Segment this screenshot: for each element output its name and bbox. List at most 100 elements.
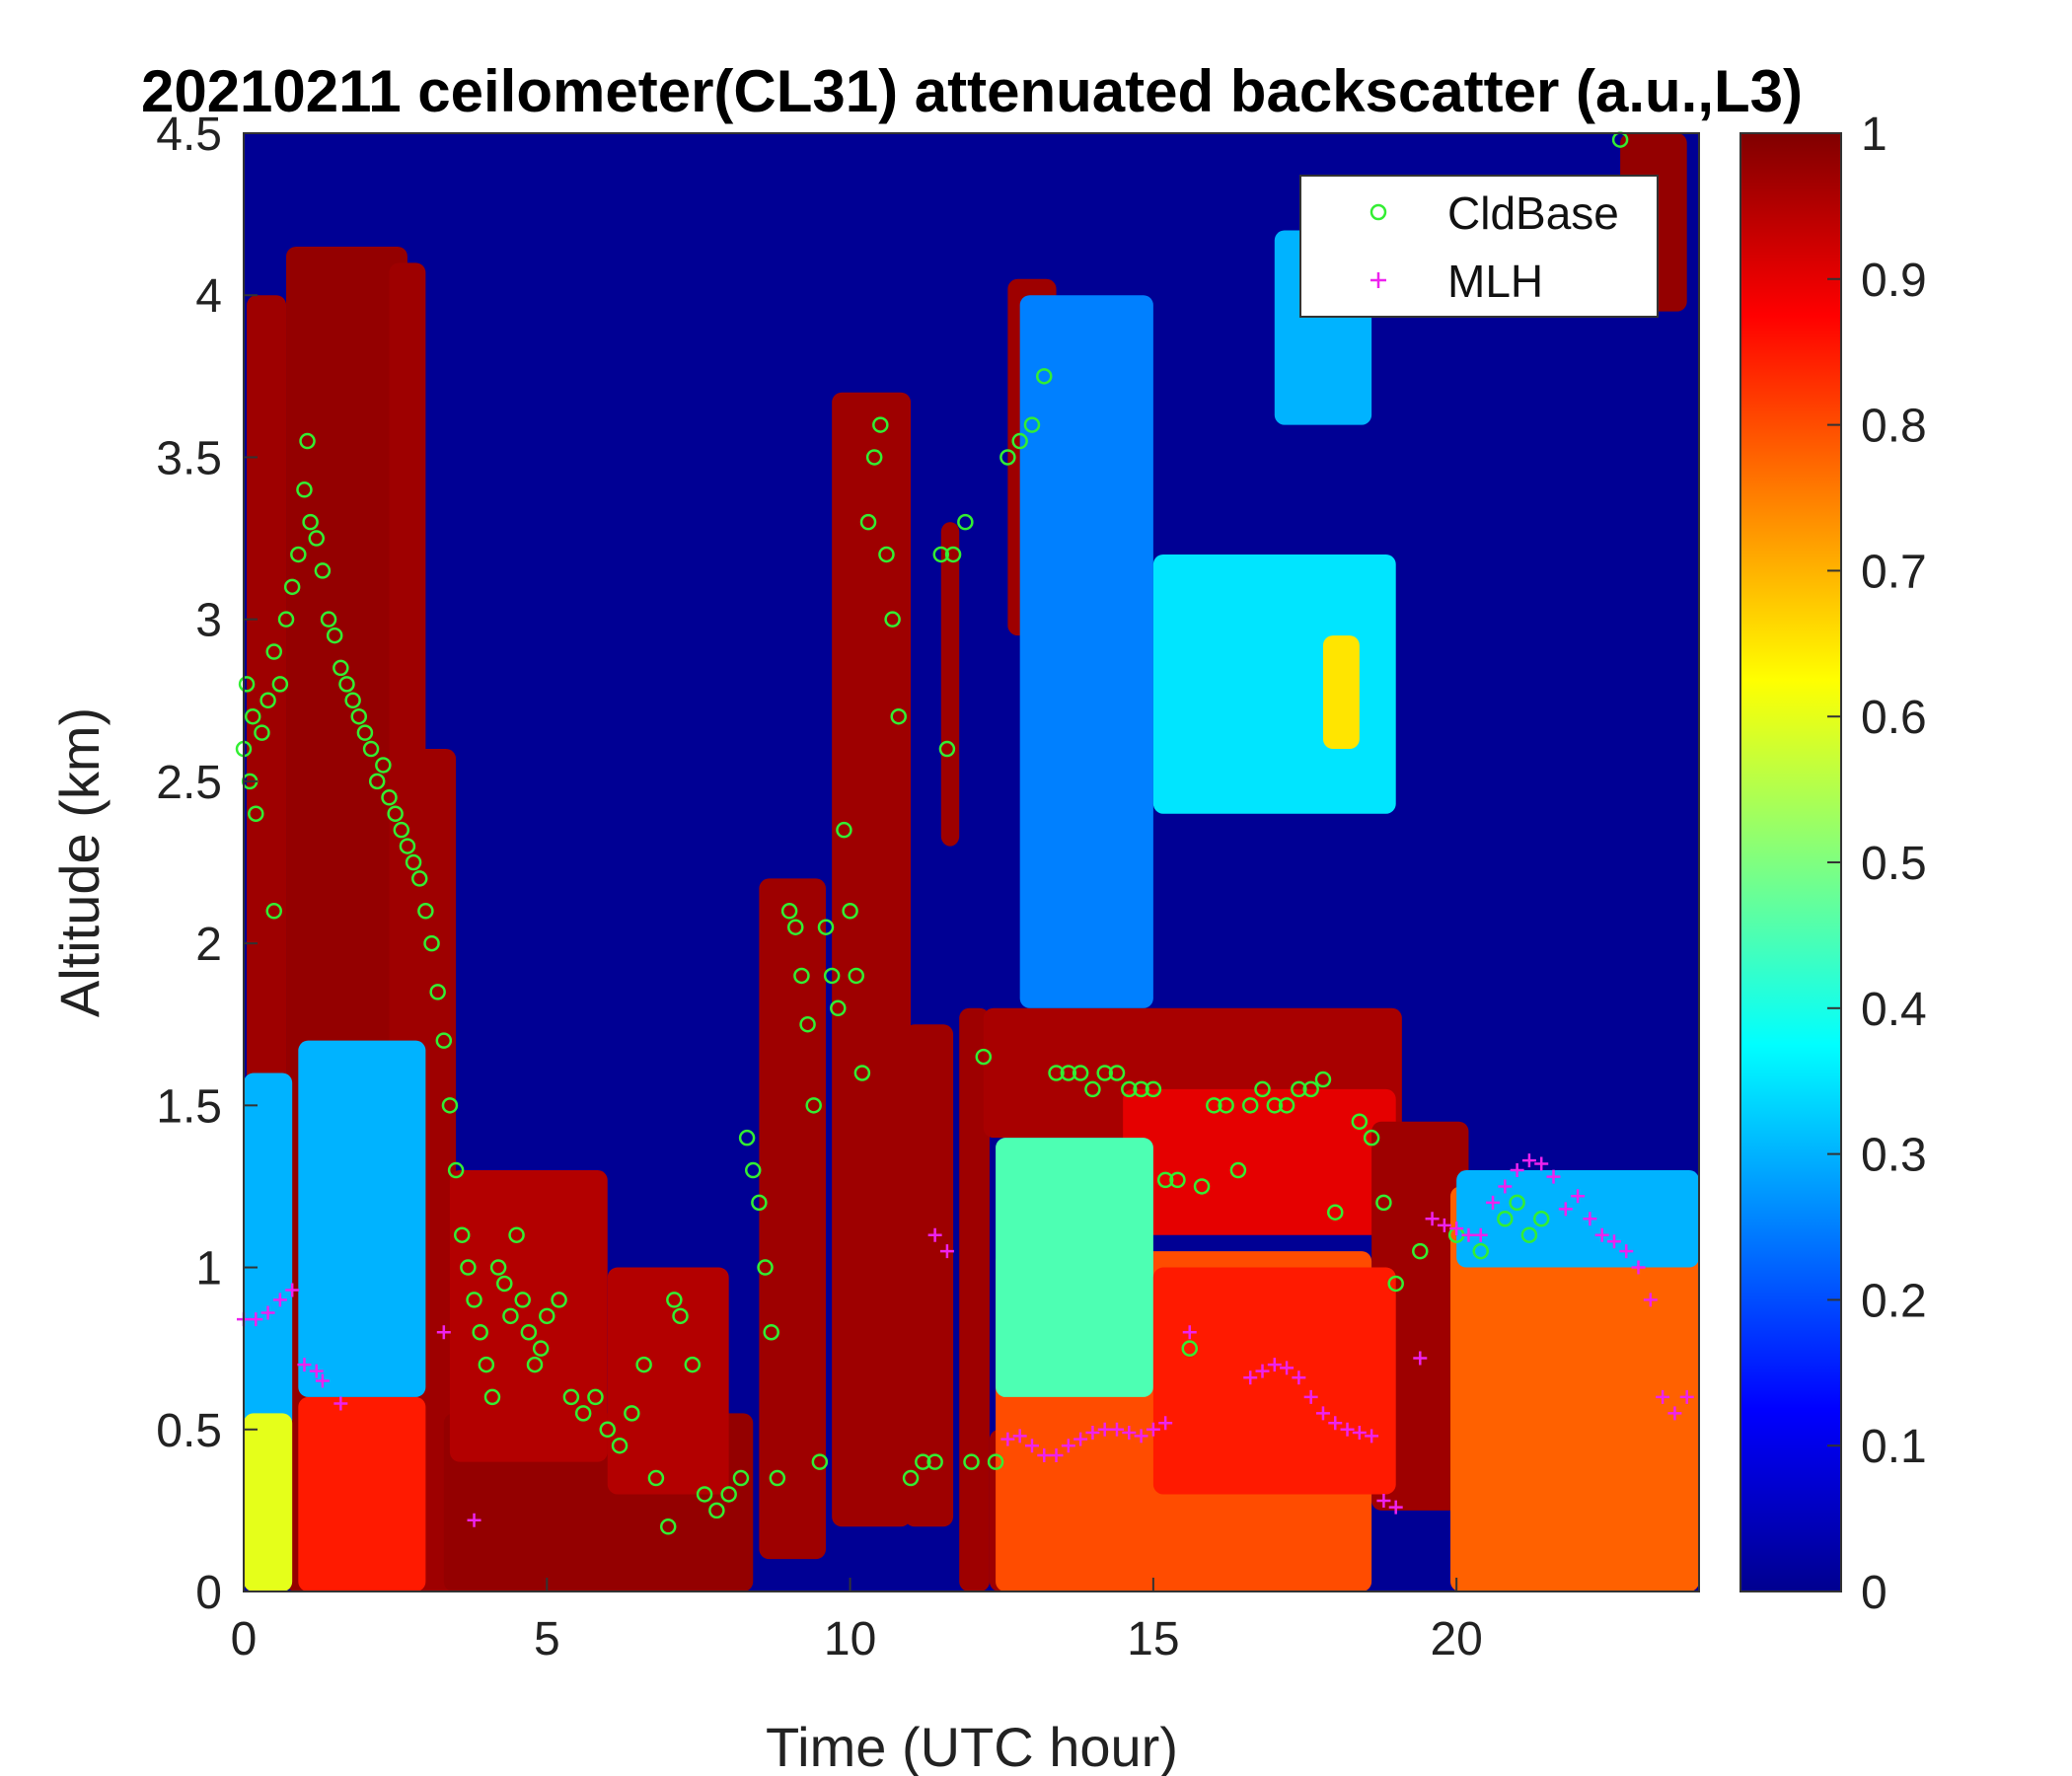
mlh-point bbox=[1292, 1370, 1306, 1385]
cldbase-point bbox=[805, 1097, 822, 1114]
cldbase-point bbox=[666, 1292, 683, 1308]
backscatter-region bbox=[298, 1040, 426, 1397]
cldbase-point bbox=[872, 416, 889, 433]
cldbase-point bbox=[659, 1518, 677, 1535]
cldbase-point bbox=[489, 1259, 507, 1276]
cldbase-point bbox=[780, 903, 798, 920]
mlh-point bbox=[1073, 1432, 1088, 1446]
cldbase-point bbox=[375, 757, 392, 774]
cldbase-point bbox=[848, 967, 864, 985]
cldbase-point bbox=[599, 1421, 616, 1439]
mlh-point bbox=[1352, 1426, 1367, 1441]
mlh-point bbox=[297, 1358, 312, 1372]
mlh-point bbox=[1606, 1234, 1621, 1249]
cldbase-point bbox=[350, 707, 368, 725]
mlh-point bbox=[1049, 1448, 1064, 1463]
cldbase-point bbox=[1121, 1080, 1138, 1098]
legend[interactable]: CldBase MLH bbox=[1299, 175, 1659, 318]
cldbase-point bbox=[1023, 416, 1041, 433]
mlh-point bbox=[1037, 1448, 1052, 1463]
mlh-point bbox=[1583, 1212, 1597, 1226]
cldbase-point bbox=[271, 676, 289, 693]
mlh-point bbox=[260, 1305, 275, 1320]
cldbase-point bbox=[878, 546, 895, 563]
cldbase-point bbox=[344, 692, 361, 709]
mlh-point bbox=[1449, 1221, 1464, 1236]
colorbar-tick-label: 1 bbox=[1861, 109, 1887, 161]
cldbase-point bbox=[1048, 1065, 1065, 1081]
cldbase-point bbox=[902, 1469, 920, 1487]
colorbar: 0 0.1 0.2 0.3 0.4 0.5 0.6 0.7 0.8 0.9 1 bbox=[1739, 109, 1927, 1619]
cldbase-point bbox=[423, 934, 440, 952]
mlh-point bbox=[1667, 1406, 1682, 1421]
cldbase-point bbox=[532, 1340, 550, 1357]
cldbase-point bbox=[1509, 1194, 1525, 1212]
y-axis: 0 0.5 1 1.5 2 2.5 3 3.5 4 4.5 bbox=[156, 109, 258, 1619]
mlh-point bbox=[1000, 1432, 1015, 1446]
cldbase-point bbox=[672, 1307, 689, 1325]
cldbase-point bbox=[865, 449, 883, 466]
backscatter-region bbox=[759, 878, 826, 1560]
mlh-point bbox=[1365, 1429, 1379, 1443]
colorbar-tick-label: 0.8 bbox=[1861, 401, 1927, 453]
cldbase-point bbox=[957, 513, 974, 531]
cldbase-point bbox=[514, 1292, 531, 1308]
mlh-point bbox=[1425, 1212, 1440, 1226]
mlh-point bbox=[1510, 1163, 1524, 1178]
cldbase-point bbox=[1193, 1178, 1211, 1195]
mlh-point bbox=[1679, 1389, 1694, 1404]
mlh-point bbox=[1619, 1244, 1634, 1259]
cldbase-point bbox=[299, 432, 316, 450]
mlh-point bbox=[1243, 1370, 1258, 1385]
mlh-point bbox=[1182, 1325, 1197, 1340]
cldbase-point bbox=[1241, 1097, 1259, 1114]
cldbase-point bbox=[1181, 1340, 1198, 1357]
colorbar-tick-label: 0.5 bbox=[1861, 838, 1927, 890]
backscatter-region bbox=[832, 392, 912, 1527]
backscatter-region bbox=[1152, 1267, 1396, 1495]
backscatter-region bbox=[904, 1024, 954, 1527]
cldbase-point bbox=[238, 676, 256, 693]
mlh-point bbox=[1571, 1189, 1586, 1204]
cldbase-point bbox=[526, 1356, 544, 1373]
backscatter-heatmap bbox=[244, 133, 1699, 1591]
mlh-point bbox=[1534, 1156, 1549, 1171]
cldbase-point bbox=[302, 513, 319, 531]
mlh-point bbox=[1328, 1416, 1343, 1431]
backscatter-region bbox=[940, 522, 960, 847]
mlh-point bbox=[1303, 1389, 1318, 1404]
mlh-point bbox=[1097, 1422, 1112, 1437]
cldbase-point bbox=[587, 1388, 604, 1406]
cldbase-point bbox=[696, 1486, 713, 1503]
legend-mlh-marker bbox=[1370, 272, 1386, 288]
cldbase-point bbox=[1133, 1080, 1149, 1098]
x-tick-label: 5 bbox=[534, 1613, 560, 1665]
cldbase-point bbox=[787, 919, 804, 935]
cldbase-point bbox=[830, 999, 847, 1017]
backscatter-region bbox=[607, 1267, 729, 1495]
cldbase-point bbox=[326, 627, 343, 644]
mlh-point bbox=[1656, 1389, 1670, 1404]
x-tick-label: 20 bbox=[1430, 1613, 1482, 1665]
mlh-point bbox=[1546, 1169, 1561, 1184]
mlh-point bbox=[1110, 1422, 1124, 1437]
mlh-point bbox=[1255, 1364, 1270, 1378]
mlh-point bbox=[1521, 1153, 1536, 1168]
cldbase-point bbox=[362, 740, 380, 758]
cldbase-point bbox=[447, 1161, 465, 1179]
cldbase-point bbox=[399, 838, 416, 854]
cldbase-point bbox=[405, 853, 422, 871]
cldbase-point bbox=[842, 903, 858, 920]
backscatter-region bbox=[996, 1138, 1153, 1397]
cldbase-point bbox=[410, 870, 428, 887]
cldbase-point bbox=[915, 1453, 931, 1470]
cldbase-point bbox=[502, 1307, 519, 1325]
cldbase-point bbox=[1520, 1226, 1538, 1243]
cldbase-point bbox=[745, 1161, 762, 1179]
mlh-point bbox=[467, 1513, 481, 1527]
colorbar-ticks: 0 0.1 0.2 0.3 0.4 0.5 0.6 0.7 0.8 0.9 1 bbox=[1827, 109, 1927, 1619]
cldbase-point bbox=[290, 546, 307, 563]
x-tick-label: 10 bbox=[824, 1613, 876, 1665]
chart-title: 20210211 ceilometer(CL31) attenuated bac… bbox=[141, 58, 1803, 124]
